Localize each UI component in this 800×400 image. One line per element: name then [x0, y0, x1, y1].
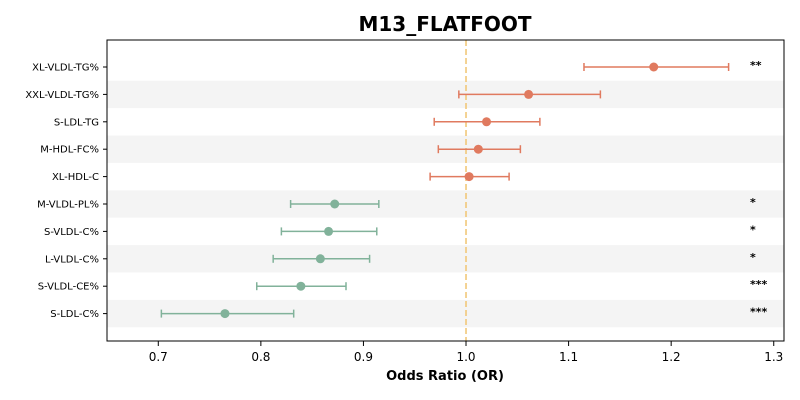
significance-labels: ***********: [750, 59, 768, 319]
significance-marker: *: [750, 223, 756, 236]
significance-marker: ***: [750, 278, 768, 291]
x-tick-label: 1.0: [456, 350, 475, 364]
category-label: XL-VLDL-TG%: [32, 63, 99, 74]
or-point: [482, 117, 492, 127]
x-axis-label: Odds Ratio (OR): [386, 369, 504, 384]
category-label: XL-HDL-C: [52, 172, 99, 183]
x-tick-label: 0.7: [149, 350, 168, 364]
significance-marker: **: [750, 59, 762, 72]
or-point: [220, 309, 230, 319]
category-label: M-VLDL-PL%: [37, 200, 99, 211]
or-point: [649, 62, 659, 72]
significance-marker: ***: [750, 306, 768, 319]
x-tick-label: 0.9: [354, 350, 373, 364]
or-point: [524, 89, 534, 99]
x-axis: 0.7 0.8 0.9 1.0 1.1 1.2 1.3: [149, 341, 783, 364]
row-band: [107, 80, 784, 109]
significance-marker: *: [750, 196, 756, 209]
category-label: M-HDL-FC%: [40, 145, 99, 156]
x-tick-label: 1.1: [559, 350, 578, 364]
category-labels: XL-VLDL-TG% XXL-VLDL-TG% S-LDL-TG M-HDL-FC%…: [25, 63, 107, 320]
or-point: [296, 281, 306, 291]
category-label: S-VLDL-C%: [44, 227, 99, 238]
or-point: [464, 172, 474, 182]
plot-frame: [106, 39, 785, 342]
category-label: S-VLDL-CE%: [38, 282, 99, 293]
row-band: [107, 245, 784, 273]
or-point: [324, 226, 334, 236]
x-tick-label: 0.8: [251, 350, 270, 364]
row-band: [107, 190, 784, 218]
significance-marker: *: [750, 251, 756, 264]
category-label: S-LDL-C%: [50, 309, 99, 320]
x-tick-label: 1.3: [764, 350, 783, 364]
or-point: [330, 199, 340, 209]
chart-title: M13_FLATFOOT: [358, 12, 531, 36]
x-tick-label: 1.2: [662, 350, 681, 364]
category-label: L-VLDL-C%: [45, 254, 99, 265]
category-label: XXL-VLDL-TG%: [25, 90, 99, 101]
category-label: S-LDL-TG: [54, 117, 99, 128]
data-marks: [160, 62, 730, 319]
or-point: [315, 254, 325, 264]
or-point: [473, 144, 483, 154]
row-bands: [107, 80, 784, 328]
